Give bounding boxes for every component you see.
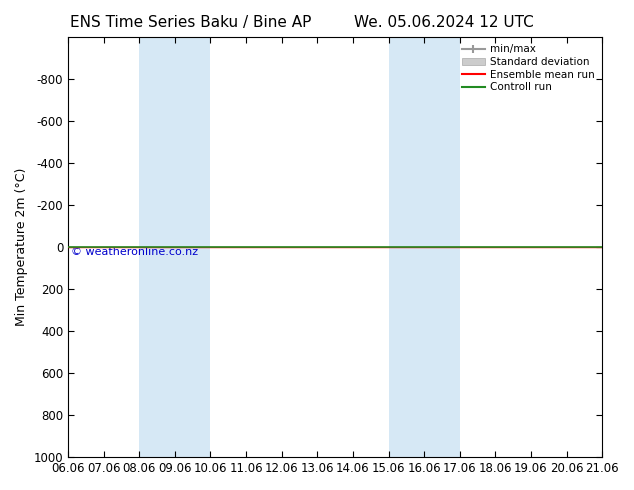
- Text: ENS Time Series Baku / Bine AP: ENS Time Series Baku / Bine AP: [70, 15, 311, 30]
- Y-axis label: Min Temperature 2m (°C): Min Temperature 2m (°C): [15, 168, 28, 326]
- Text: © weatheronline.co.nz: © weatheronline.co.nz: [71, 247, 198, 257]
- Bar: [139, 37, 210, 457]
- Legend: min/max, Standard deviation, Ensemble mean run, Controll run: min/max, Standard deviation, Ensemble me…: [458, 40, 599, 97]
- Text: We. 05.06.2024 12 UTC: We. 05.06.2024 12 UTC: [354, 15, 534, 30]
- Bar: [389, 37, 460, 457]
